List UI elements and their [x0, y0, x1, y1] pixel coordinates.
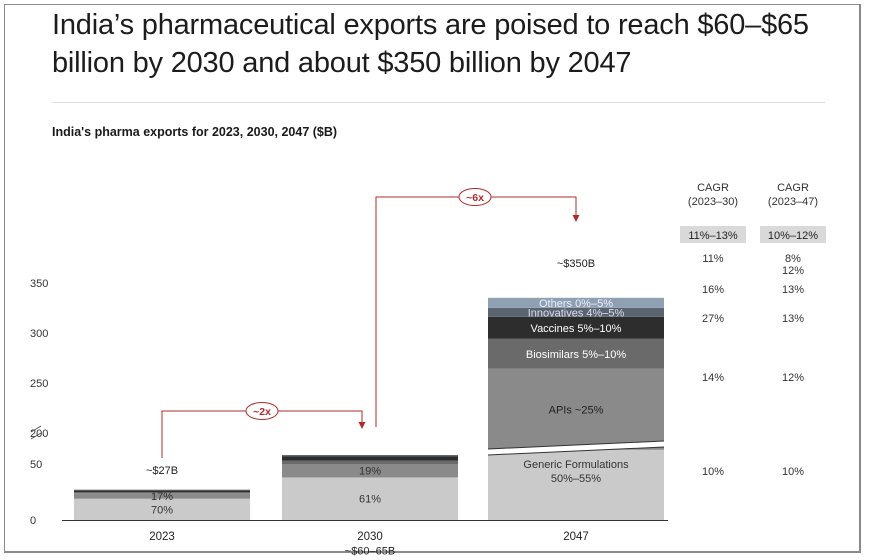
bar-break-lines: [487, 440, 665, 456]
segment-label-2023: 17%: [151, 491, 173, 503]
axis-break-icon: [30, 425, 42, 440]
cagr-generic-formulations-1: 10%: [702, 466, 724, 478]
total-label-2047: ~$350B: [557, 258, 595, 270]
segment-label-apis: APIs ~25%: [549, 404, 604, 416]
bar-segment-2047-biosimilars: [488, 338, 664, 369]
cagr-header-2: CAGR: [777, 182, 809, 194]
chart-frame: [4, 4, 861, 553]
cagr-total-bg-2: [760, 226, 826, 243]
x-tick-label: 2030: [357, 531, 383, 543]
segment-label-others: Others 0%–5%: [539, 298, 613, 310]
bar-segment-2047-vaccines: [488, 316, 664, 339]
segment-label-2023: 70%: [151, 504, 173, 516]
cagr-total-1: 11%–13%: [688, 230, 738, 242]
segment-label-biosimilars: Biosimilars 5%–10%: [526, 349, 626, 361]
multiplier-6x-badge: [458, 188, 492, 206]
segment-label-2030: 61%: [359, 494, 381, 506]
bar-segment-2023-vaccines: [74, 490, 250, 492]
bar-segment-2030-vaccines: [282, 456, 458, 461]
segment-label-vaccines: Vaccines 5%–10%: [531, 323, 622, 335]
cagr-biosimilars-2: 13%: [782, 313, 804, 325]
bar-segment-2023-generic-formulations: [74, 498, 250, 520]
segment-label-innovatives: Innovatives 4%–5%: [528, 307, 625, 319]
cagr-others-1: 11%: [702, 253, 723, 265]
multiplier-2x-label: ~2x: [253, 406, 271, 418]
segment-label-generic-formulations-share: 50%–55%: [551, 473, 601, 485]
cagr-vaccines-1: 16%: [702, 284, 724, 296]
bar-segment-2047-apis: [488, 368, 664, 450]
cagr-vaccines-2: 13%: [782, 284, 804, 296]
cagr-others-2: 8%: [785, 253, 801, 265]
cagr-total-bg-1: [680, 226, 746, 243]
y-tick-label: 0: [30, 515, 36, 527]
bar-segment-2030-innovatives: [282, 455, 458, 457]
cagr-apis-1: 14%: [702, 372, 724, 384]
y-tick-label: 300: [30, 328, 48, 340]
total-label-2030: ~$60–65B: [345, 545, 395, 557]
multiplier-6x-label: ~6x: [466, 192, 484, 204]
cagr-biosimilars-1: 27%: [702, 313, 724, 325]
bar-segment-2030-generic-formulations: [282, 477, 458, 520]
cagr-apis-2: 12%: [782, 372, 804, 384]
segment-label-2030: 19%: [359, 466, 381, 478]
x-tick-label: 2047: [563, 531, 589, 543]
total-label-2023: ~$27B: [146, 465, 178, 477]
bar-segment-2030-biosimilars: [282, 460, 458, 464]
y-tick-label: 350: [30, 278, 48, 290]
cagr-header-period-1: (2023–30): [688, 196, 738, 208]
headline: India’s pharmaceutical exports are poise…: [52, 9, 809, 79]
bar-segment-2023-biosimilars: [74, 492, 250, 494]
cagr-innovatives-2: 12%: [782, 265, 804, 277]
cagr-header-1: CAGR: [697, 182, 729, 194]
x-tick-label: 2023: [149, 531, 175, 543]
multiplier-2x-badge: [245, 402, 279, 420]
bar-break-band: [488, 441, 664, 455]
multiplier-6x-head: [572, 215, 580, 222]
chart-title: India's pharma exports for 2023, 2030, 2…: [52, 125, 338, 139]
cagr-generic-formulations-2: 10%: [782, 466, 804, 478]
bar-segment-2023-apis: [74, 493, 250, 499]
y-tick-label: 50: [30, 459, 42, 471]
bar-segment-2030-apis: [282, 464, 458, 478]
divider: [52, 102, 825, 103]
bar-segment-2047-innovatives: [488, 307, 664, 317]
cagr-total-2: 10%–12%: [768, 230, 818, 242]
multiplier-2x-head: [358, 422, 366, 429]
cagr-header-period-2: (2023–47): [768, 196, 818, 208]
bar-segment-2047-generic-formulations: [488, 449, 664, 520]
y-tick-label: 250: [30, 378, 48, 390]
bar-segment-2047-others: [488, 297, 664, 308]
segment-label-generic-formulations: Generic Formulations: [523, 459, 629, 471]
